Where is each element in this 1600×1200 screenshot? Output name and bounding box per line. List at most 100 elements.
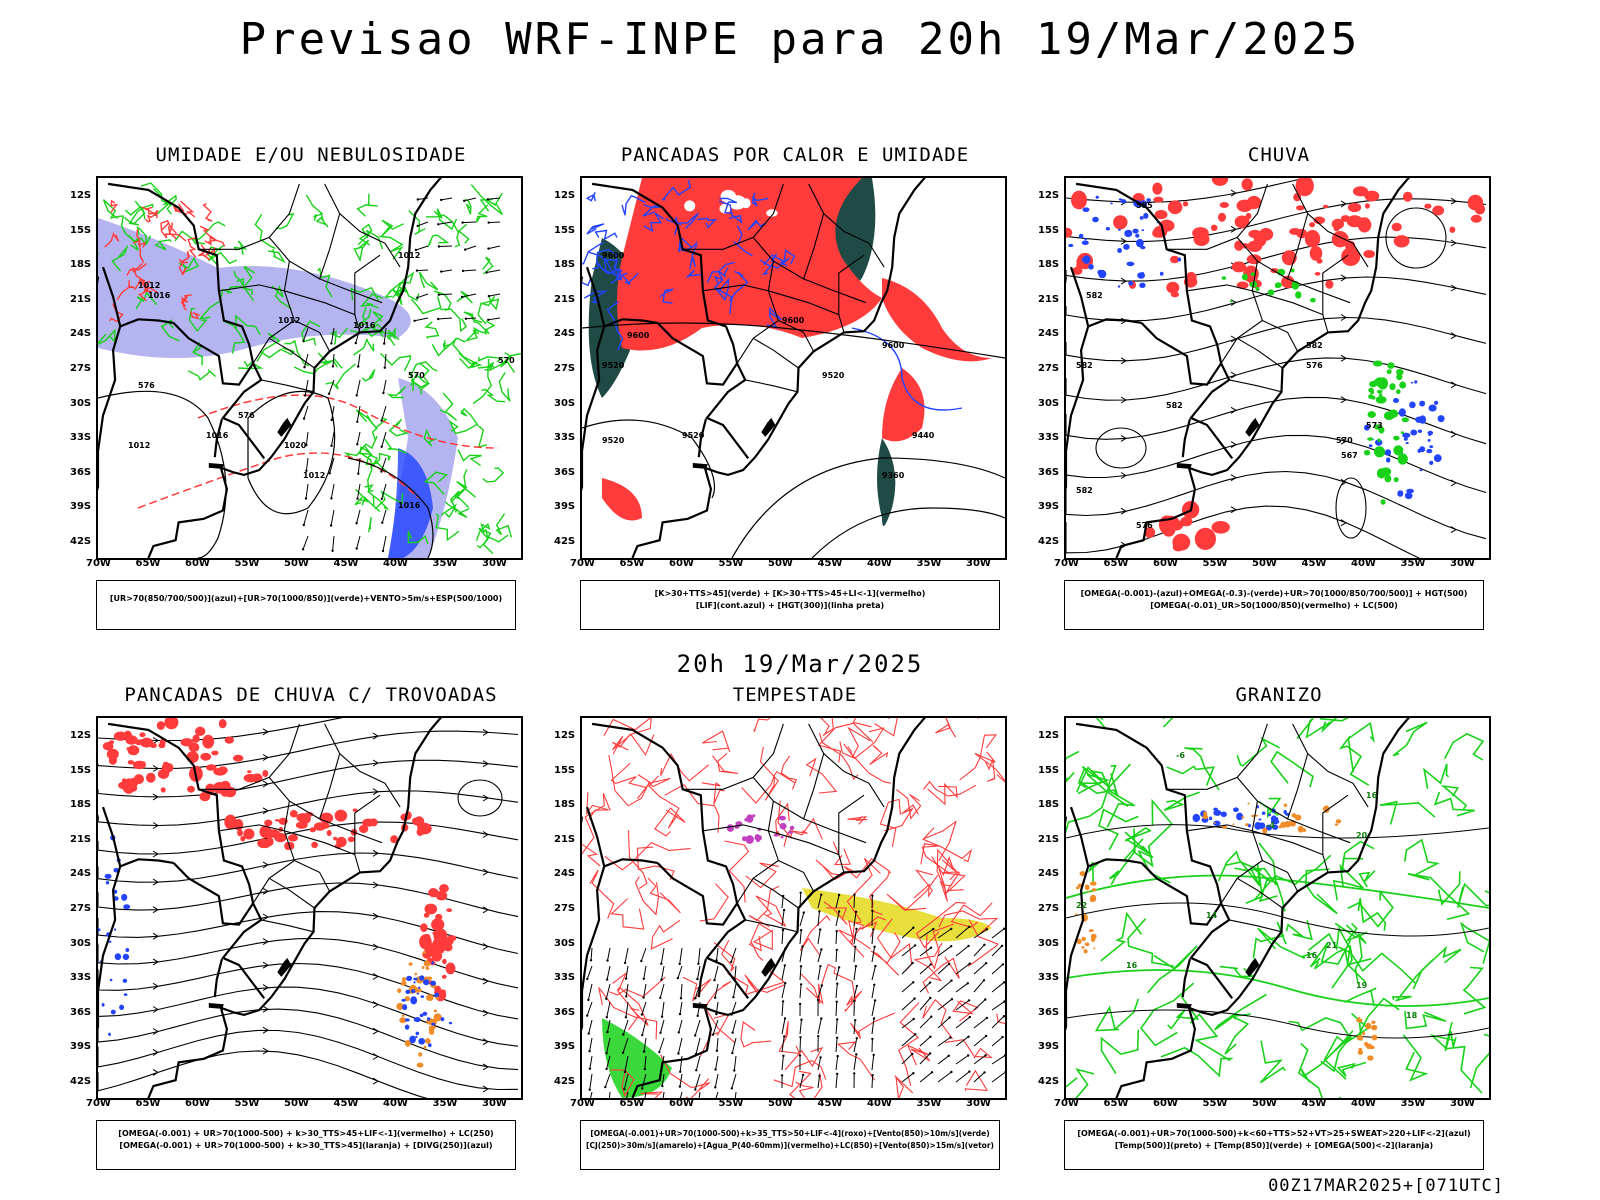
wind-vector-head xyxy=(968,925,971,928)
temp850-contour xyxy=(1100,1029,1140,1075)
wind-vector xyxy=(641,1001,647,1015)
divergence-area xyxy=(415,1035,418,1039)
streamline-arrow xyxy=(372,1027,379,1035)
divergence-area xyxy=(98,928,101,932)
wind-vector-head xyxy=(733,1069,736,1072)
ascent-area xyxy=(1110,202,1113,205)
precipitable-water-contour xyxy=(789,1070,823,1098)
temp850-contour xyxy=(1347,721,1375,773)
ascent-area xyxy=(1135,233,1140,238)
wind-vector xyxy=(641,1019,647,1036)
temp850-contour xyxy=(1257,927,1315,960)
low-level-humidity-contour xyxy=(418,271,439,291)
shower-area xyxy=(423,1045,427,1049)
streamline-arrow xyxy=(482,760,489,768)
country-border xyxy=(98,326,122,491)
ascent-area xyxy=(1118,228,1121,231)
wind-vector-head xyxy=(327,392,331,395)
temp850-contour xyxy=(1391,959,1434,1002)
wind-vector xyxy=(871,929,874,945)
ascent-area xyxy=(1410,429,1418,436)
ascent-area xyxy=(1139,216,1144,220)
state-border xyxy=(767,261,845,333)
panel-caption: [OMEGA(-0.001)+UR>70(1000-500)+k>35_TTS>… xyxy=(580,1120,1000,1170)
wind-vector-head xyxy=(485,271,488,274)
contour-label: 576 xyxy=(238,411,255,420)
caption-line: [OMEGA(-0.001)-(azul)+OMEGA(-0.3)-(verde… xyxy=(1080,589,1468,598)
ascent-area xyxy=(1095,195,1099,199)
state-border xyxy=(682,723,784,790)
state-border xyxy=(1236,183,1309,280)
contour-label: 1012 xyxy=(138,281,160,290)
longitude-label: 65W xyxy=(1103,558,1129,569)
wind-vector-head xyxy=(818,910,821,913)
precipitable-water-contour xyxy=(847,746,891,784)
ascent-area xyxy=(1402,432,1411,438)
strong-instability-area xyxy=(882,368,925,442)
strong-ascent-area xyxy=(1373,446,1386,458)
lifted-index-contour xyxy=(747,219,767,231)
strong-omega-area xyxy=(1362,1031,1366,1036)
ascent-area xyxy=(1098,269,1107,279)
hgt500-streamline xyxy=(1066,357,1487,401)
hail-risk-area xyxy=(1220,811,1227,818)
wind-vector-head xyxy=(383,366,386,369)
wind-vector-head xyxy=(487,247,490,250)
contour-label: 1012 xyxy=(303,471,325,480)
wind-vector-head xyxy=(984,1034,988,1038)
streamline-arrow xyxy=(372,759,379,767)
wind-vector-head xyxy=(715,1049,719,1052)
precipitable-water-contour xyxy=(844,990,863,1012)
wind-vector xyxy=(694,1019,701,1036)
wind-vector-head xyxy=(817,1035,820,1038)
strong-omega-area xyxy=(1084,942,1090,947)
strong-omega-area xyxy=(1357,1050,1364,1055)
thickness-contour xyxy=(137,287,159,302)
streamline-arrow xyxy=(152,1068,159,1076)
country-border xyxy=(1181,958,1191,998)
longitude-label: 70W xyxy=(86,558,111,569)
temp850-contour xyxy=(1358,870,1376,888)
shower-area xyxy=(433,1013,442,1022)
wind-vector-head xyxy=(694,1088,697,1091)
ascent-area xyxy=(1078,233,1084,239)
latitude-label: 27S xyxy=(1038,903,1060,914)
wind-vector xyxy=(589,1037,593,1052)
clear-patch xyxy=(720,189,736,203)
wind-vector xyxy=(937,1055,950,1065)
country-border xyxy=(656,862,739,926)
rain-area xyxy=(1304,229,1321,248)
wind-vector xyxy=(973,928,988,939)
latitude-label: 42S xyxy=(1038,1076,1060,1087)
ascent-area xyxy=(1159,271,1164,276)
shower-area xyxy=(422,951,426,954)
longitude-label: 35W xyxy=(916,1098,942,1109)
river-plate xyxy=(692,463,708,469)
wind-vector xyxy=(328,379,335,394)
low-level-humidity-contour xyxy=(448,419,478,435)
wind-vector xyxy=(305,431,309,446)
temp850-contour xyxy=(1098,808,1139,851)
strong-ascent-area xyxy=(1393,445,1404,456)
wind-vector-head xyxy=(912,926,915,929)
divergence-area xyxy=(430,980,437,986)
wind-vector xyxy=(438,293,453,296)
wind-vector-head xyxy=(640,959,643,963)
precipitable-water-contour xyxy=(844,718,874,743)
wind-vector xyxy=(853,985,858,999)
lifted-index-contour xyxy=(583,290,609,303)
divergence-area xyxy=(405,989,411,994)
wind-vector-head xyxy=(355,394,358,397)
hail-risk-area xyxy=(1272,824,1279,830)
latitude-label: 33S xyxy=(1038,432,1060,444)
map-tempestade xyxy=(582,718,1005,1098)
low-level-humidity-contour xyxy=(374,490,404,510)
contour-label: 582 xyxy=(1166,401,1183,410)
strong-ascent-area xyxy=(1310,297,1316,303)
wind-vector-head xyxy=(783,1017,787,1020)
thunderstorm-area xyxy=(432,931,438,935)
lifted-index-contour xyxy=(659,288,674,304)
wind-vector-head xyxy=(678,1085,682,1088)
state-border xyxy=(1229,919,1282,933)
strong-omega-area xyxy=(1084,884,1090,891)
